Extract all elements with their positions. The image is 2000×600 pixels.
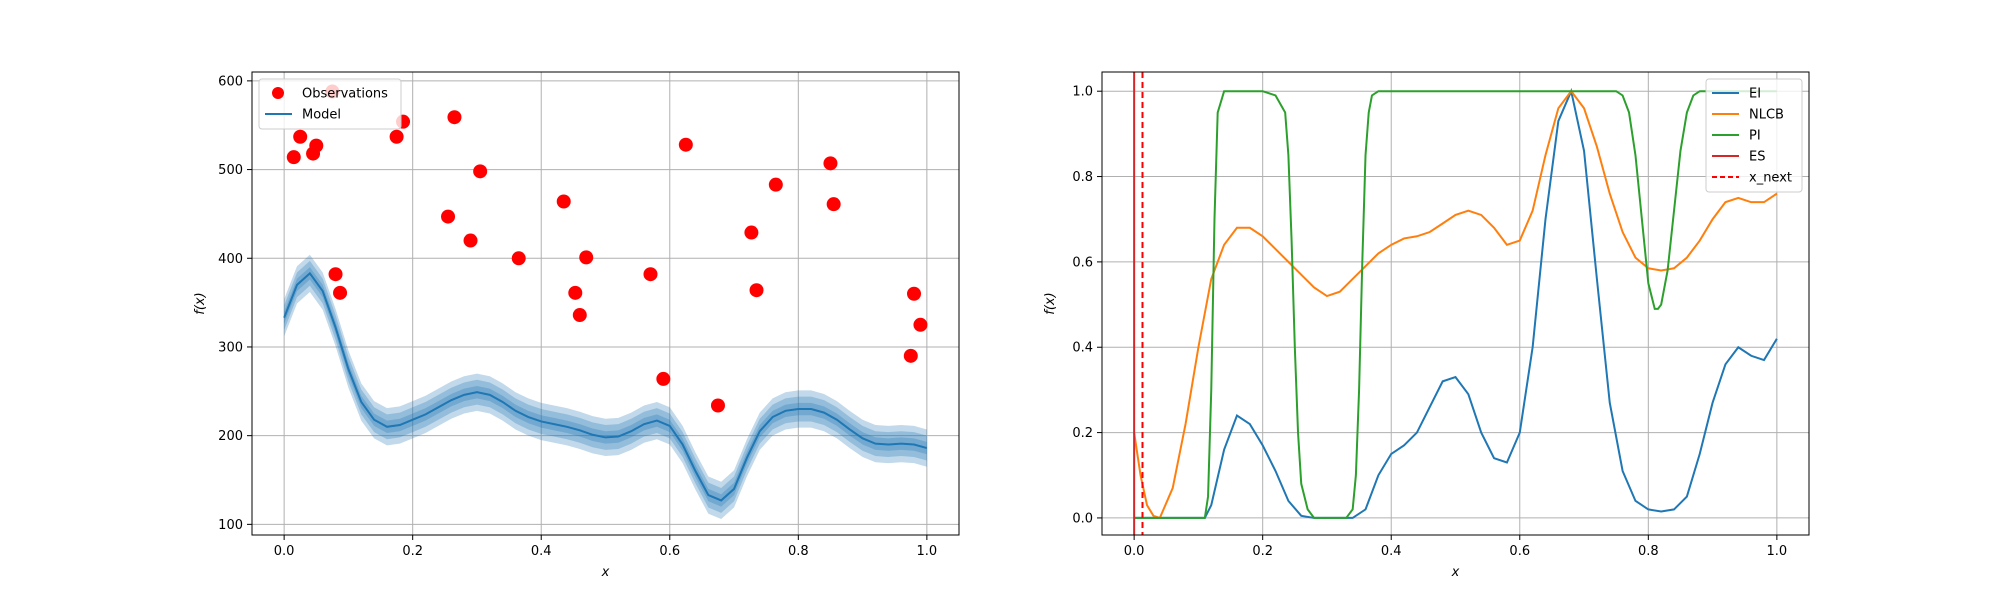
x-tick-label: 0.4	[1381, 544, 1402, 559]
acquisition-chart: 0.0 0.2 0.4 0.6 0.8 1.0 0.0 0.2 0.4 0.6 0.8 1.0 f(x…	[1043, 71, 1810, 580]
x-tick-label: 1.0	[917, 544, 938, 559]
series-line-ei	[1134, 87, 1778, 519]
observation-point	[768, 177, 783, 192]
observation-point	[328, 267, 343, 282]
observation-point	[473, 164, 488, 179]
observation-point	[643, 267, 658, 282]
observation-point	[907, 286, 922, 301]
legend-nlcb-label: NLCB	[1749, 108, 1784, 123]
y-tick-label: 0.0	[1072, 511, 1093, 526]
x-tick-label: 0.2	[402, 544, 423, 559]
y-tick-label: 100	[218, 518, 243, 533]
observation-point	[572, 308, 587, 323]
legend: EI NLCB PI ES x_next	[1705, 78, 1803, 193]
observation-point	[656, 371, 671, 386]
y-tick-label: 1.0	[1072, 85, 1093, 100]
y-axis-label: f(x)	[1043, 292, 1058, 314]
legend-pi-label: PI	[1749, 129, 1761, 144]
x-tick-label: 0.6	[659, 544, 680, 559]
model-fit-chart: 0.0 0.2 0.4 0.6 0.8 1.0 100 200 300 400 500 600 f(x…	[193, 71, 960, 580]
y-tick-label: 300	[218, 340, 243, 355]
y-tick-label: 0.8	[1072, 170, 1093, 185]
observation-point	[678, 137, 693, 152]
x-tick-label: 0.0	[274, 544, 295, 559]
y-axis-label: f(x)	[193, 292, 208, 314]
legend-es-label: ES	[1749, 150, 1765, 165]
observation-point	[913, 317, 928, 332]
observation-point	[286, 150, 301, 165]
series-line-nlcb	[1133, 89, 1778, 520]
legend: Observations Model	[258, 78, 402, 130]
observation-point	[710, 398, 725, 413]
observation-point	[568, 285, 583, 300]
legend-box	[258, 78, 402, 130]
observation-point	[823, 156, 838, 171]
observation-point	[389, 129, 404, 144]
y-tick-label: 500	[218, 163, 243, 178]
series-line-pi	[1134, 90, 1777, 519]
x-axis-label: x	[1451, 565, 1460, 580]
observation-point	[749, 283, 764, 298]
observation-point	[744, 225, 759, 240]
legend-model-label: Model	[302, 108, 341, 123]
observation-point	[511, 251, 526, 266]
legend-ei-label: EI	[1749, 87, 1761, 102]
legend-x-next-label: x_next	[1749, 171, 1792, 186]
observation-point	[826, 197, 841, 212]
observation-point	[333, 285, 348, 300]
x-tick-label: 0.6	[1509, 544, 1530, 559]
observation-point	[293, 129, 308, 144]
x-tick-label: 0.2	[1252, 544, 1273, 559]
y-tick-label: 600	[218, 74, 243, 89]
observation-point	[441, 209, 456, 224]
plot-area-frame	[1101, 71, 1810, 536]
y-tick-label: 400	[218, 252, 243, 267]
observation-point	[556, 194, 571, 209]
x-tick-label: 1.0	[1767, 544, 1788, 559]
y-tick-label: 0.6	[1072, 255, 1093, 270]
x-tick-label: 0.0	[1124, 544, 1145, 559]
observation-point	[447, 110, 462, 125]
observation-point	[903, 348, 918, 363]
model-line	[283, 271, 928, 502]
x-tick-label: 0.8	[788, 544, 809, 559]
y-tick-label: 200	[218, 429, 243, 444]
y-tick-label: 0.4	[1072, 341, 1093, 356]
legend-observations-marker	[272, 87, 284, 99]
x-tick-label: 0.8	[1638, 544, 1659, 559]
plot-area-frame	[251, 71, 960, 536]
observation-point	[463, 233, 478, 248]
x-axis-label: x	[601, 565, 610, 580]
y-tick-label: 0.2	[1072, 426, 1093, 441]
observation-point	[309, 138, 324, 153]
x-tick-label: 0.4	[531, 544, 552, 559]
observation-point	[579, 250, 594, 265]
legend-observations-label: Observations	[302, 87, 388, 102]
legend-box	[1705, 78, 1803, 193]
